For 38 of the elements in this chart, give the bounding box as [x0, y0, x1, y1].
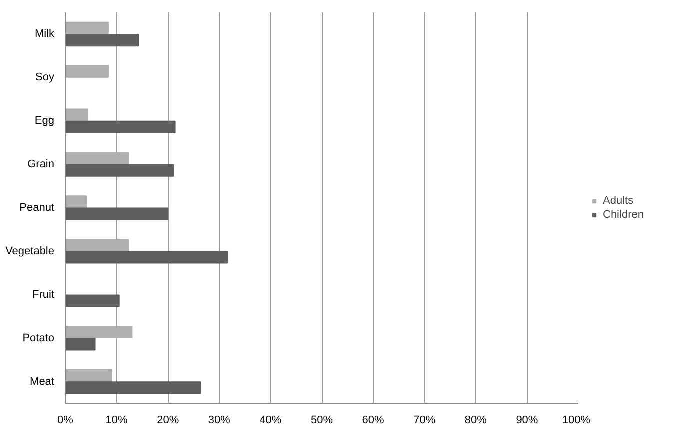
- y-tick-label: Grain: [28, 158, 55, 171]
- y-tick-label: Fruit: [32, 288, 54, 301]
- bar: [66, 22, 110, 34]
- x-tick-label: 80%: [464, 414, 488, 426]
- bar: [66, 208, 169, 220]
- bar: [66, 338, 96, 351]
- y-tick-label: Soy: [36, 72, 55, 84]
- x-tick-label: 70%: [414, 414, 436, 426]
- x-tick-label: 100%: [562, 414, 591, 426]
- y-tick-label: Milk: [34, 28, 55, 40]
- x-tick-label: 0%: [58, 414, 74, 426]
- bar: [66, 369, 112, 382]
- x-tick-label: 20%: [157, 414, 180, 426]
- y-tick-label: Meat: [30, 376, 55, 388]
- bar: [66, 164, 174, 177]
- y-tick-label: Potato: [22, 332, 55, 344]
- y-tick-label: Peanut: [20, 202, 55, 214]
- bar: [66, 34, 140, 47]
- x-tick-label: 50%: [310, 414, 334, 426]
- bar: [66, 196, 88, 208]
- x-tick-label: 10%: [106, 414, 128, 426]
- bar: [66, 382, 202, 394]
- x-tick-label: 90%: [516, 414, 538, 426]
- bar: [66, 152, 130, 165]
- legend-label: Children: [603, 208, 644, 220]
- y-tick-label: Egg: [34, 115, 55, 128]
- x-tick-label: 40%: [260, 414, 282, 426]
- legend-label: Adults: [603, 194, 634, 206]
- bar: [66, 108, 88, 122]
- x-tick-label: 60%: [362, 414, 385, 426]
- bar: [66, 251, 228, 264]
- bar: [66, 326, 133, 339]
- bar: [66, 65, 110, 78]
- x-tick-label: 30%: [208, 414, 231, 426]
- bar: [66, 239, 130, 252]
- bar: [66, 120, 176, 134]
- y-tick-label: Vegetable: [6, 245, 54, 258]
- bar: [66, 294, 120, 308]
